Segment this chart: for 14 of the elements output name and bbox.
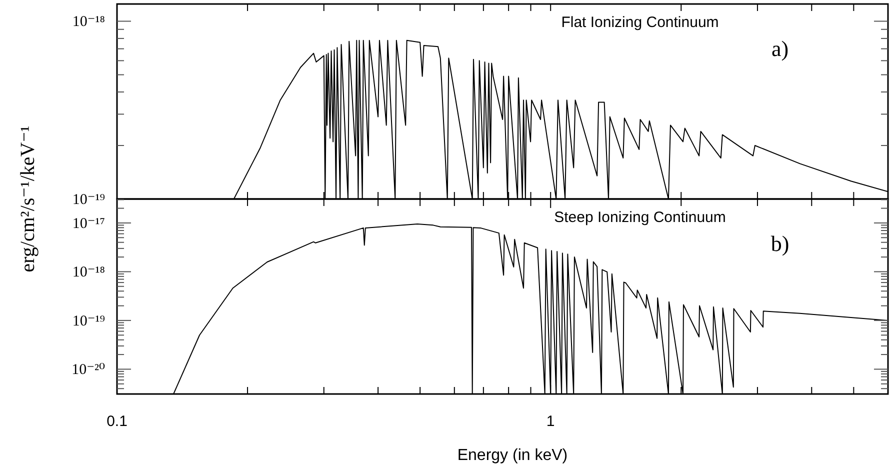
annotation: b) — [770, 231, 790, 256]
text: Steep Ionizing Continuum — [554, 209, 726, 226]
y-tick-label: 10⁻¹⁸ — [72, 264, 105, 281]
x-tick-label: 1 — [546, 413, 555, 430]
y-axis-title: erg/cm²/s⁻¹/keV⁻¹ — [17, 126, 39, 272]
x-tick-label: 0.1 — [106, 413, 128, 430]
annotation: a) — [771, 36, 789, 61]
y-tick-label: 10⁻¹⁷ — [72, 216, 105, 232]
y-tick-label: 10⁻¹⁹ — [72, 192, 105, 208]
x-axis-title: Energy (in keV) — [457, 447, 568, 464]
y-tick-label: 10⁻¹⁸ — [72, 14, 105, 30]
y-tick-label: 10⁻²⁰ — [72, 362, 105, 378]
text: Flat Ionizing Continuum — [561, 14, 719, 31]
y-tick-label: 10⁻¹⁹ — [72, 313, 105, 330]
